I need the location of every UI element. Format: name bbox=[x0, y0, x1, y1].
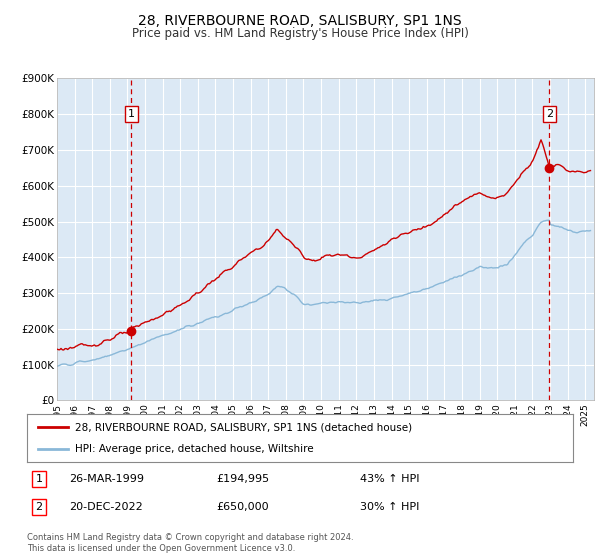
Text: £650,000: £650,000 bbox=[216, 502, 269, 512]
Text: £194,995: £194,995 bbox=[216, 474, 269, 484]
Text: 43% ↑ HPI: 43% ↑ HPI bbox=[360, 474, 419, 484]
Text: 2: 2 bbox=[35, 502, 43, 512]
Text: 26-MAR-1999: 26-MAR-1999 bbox=[69, 474, 144, 484]
Text: HPI: Average price, detached house, Wiltshire: HPI: Average price, detached house, Wilt… bbox=[75, 444, 314, 454]
Text: 1: 1 bbox=[35, 474, 43, 484]
Text: Contains HM Land Registry data © Crown copyright and database right 2024.
This d: Contains HM Land Registry data © Crown c… bbox=[27, 533, 353, 553]
Text: 2: 2 bbox=[546, 109, 553, 119]
Text: 30% ↑ HPI: 30% ↑ HPI bbox=[360, 502, 419, 512]
Text: Price paid vs. HM Land Registry's House Price Index (HPI): Price paid vs. HM Land Registry's House … bbox=[131, 27, 469, 40]
Text: 20-DEC-2022: 20-DEC-2022 bbox=[69, 502, 143, 512]
Text: 1: 1 bbox=[128, 109, 135, 119]
Text: 28, RIVERBOURNE ROAD, SALISBURY, SP1 1NS: 28, RIVERBOURNE ROAD, SALISBURY, SP1 1NS bbox=[138, 14, 462, 28]
Text: 28, RIVERBOURNE ROAD, SALISBURY, SP1 1NS (detached house): 28, RIVERBOURNE ROAD, SALISBURY, SP1 1NS… bbox=[75, 422, 412, 432]
